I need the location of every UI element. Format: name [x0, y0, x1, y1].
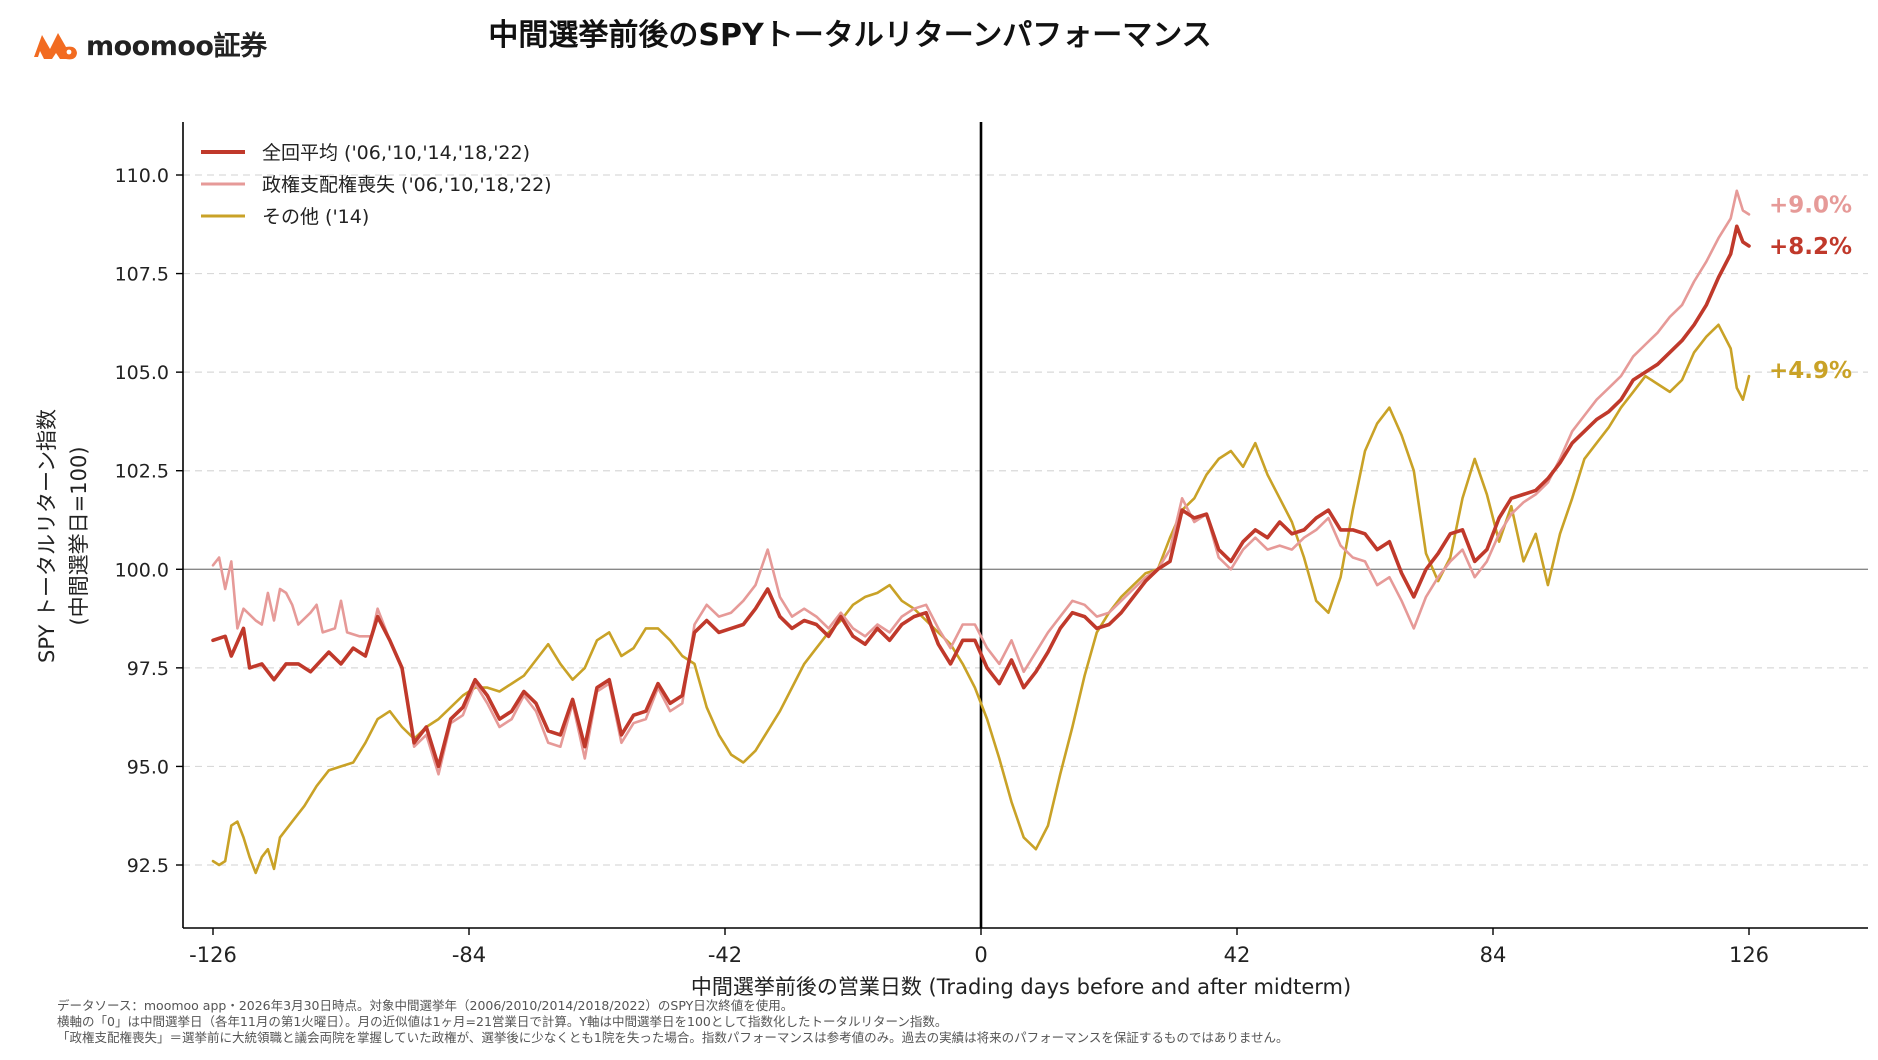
x-tick-label: -84 [452, 943, 486, 967]
series-line-0 [211, 224, 1751, 769]
y-tick-label: 92.5 [127, 855, 169, 877]
y-axis-label: SPY トータルリターン指数 [35, 409, 59, 663]
y-tick-label: 105.0 [115, 362, 169, 384]
footnote-line: 「政権支配権喪失」＝選挙前に大統領職と議会両院を掌握していた政権が、選挙後に少な… [57, 1030, 1289, 1045]
y-tick-label: 95.0 [127, 756, 169, 778]
legend-label-0: 全回平均 ('06,'10,'14,'18,'22) [262, 142, 530, 164]
end-label-2: +4.9% [1769, 358, 1852, 384]
x-tick-label: 126 [1729, 943, 1769, 967]
x-tick-label: 42 [1224, 943, 1251, 967]
end-labels: +8.2% +9.0% +4.9% [1769, 192, 1852, 384]
chart: 92.5 95.0 97.5 100.0 102.5 105.0 107.5 110.0 -1… [35, 122, 1868, 999]
y-axis-sublabel: (中間選挙日=100) [67, 446, 91, 625]
end-label-0: +8.2% [1769, 234, 1852, 260]
legend-label-2: その他 ('14) [262, 206, 369, 228]
y-tick-label: 97.5 [127, 658, 169, 680]
brand-name: moomoo証券 [86, 31, 267, 62]
y-tick-label: 110.0 [115, 165, 169, 187]
moomoo-logo-icon [34, 32, 77, 59]
x-tick-label: -42 [708, 943, 742, 967]
y-ticks: 92.5 95.0 97.5 100.0 102.5 105.0 107.5 110.0 [115, 165, 183, 877]
y-tick-label: 107.5 [115, 264, 169, 286]
x-tick-label: 0 [974, 943, 987, 967]
x-ticks: -126 -84 -42 0 42 84 126 [189, 928, 1769, 967]
series-lines [211, 189, 1751, 875]
chart-title: 中間選挙前後のSPYトータルリターンパフォーマンス [488, 18, 1212, 53]
footnote-line: データソース：moomoo app・2026年3月30日時点。対象中間選挙年（2… [57, 998, 794, 1013]
legend: 全回平均 ('06,'10,'14,'18,'22) 政権支配権喪失 ('06,'… [201, 142, 552, 228]
x-tick-label: 84 [1480, 943, 1507, 967]
x-tick-label: -126 [189, 943, 237, 967]
y-tick-label: 102.5 [115, 461, 169, 483]
y-tick-label: 100.0 [115, 559, 169, 581]
footnotes: データソース：moomoo app・2026年3月30日時点。対象中間選挙年（2… [57, 998, 1288, 1046]
legend-label-1: 政権支配権喪失 ('06,'10,'18,'22) [262, 174, 552, 196]
brand-logo: moomoo証券 [30, 24, 267, 63]
footnote-line: 横軸の「0」は中間選挙日（各年11月の第1火曜日）。月の近似値は1ヶ月=21営業… [57, 1014, 948, 1029]
end-label-1: +9.0% [1769, 192, 1852, 218]
x-axis-label: 中間選挙前後の営業日数 (Trading days before and aft… [691, 975, 1351, 999]
